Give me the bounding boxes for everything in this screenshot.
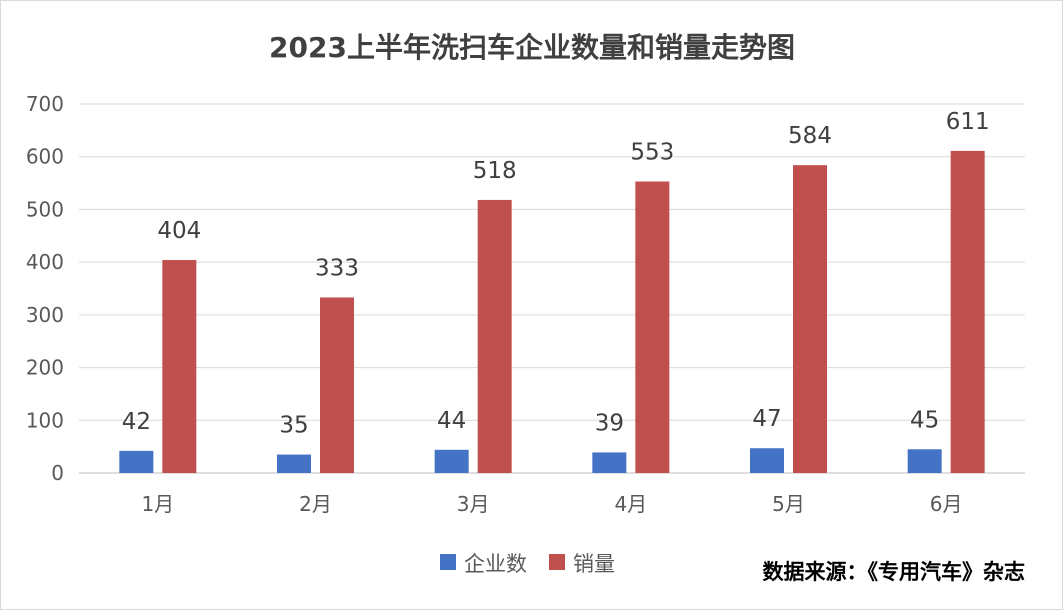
data-label-sales: 584: [788, 123, 832, 149]
data-label-sales: 518: [473, 158, 517, 184]
data-label-enterprise-count: 42: [122, 409, 151, 435]
data-label-enterprise-count: 39: [595, 410, 624, 436]
data-label-enterprise-count: 44: [437, 408, 466, 434]
data-label-enterprise-count: 45: [910, 407, 939, 433]
y-tick-label: 0: [51, 461, 64, 485]
bar-enterprise-count: [434, 449, 469, 473]
x-tick-label: 1月: [141, 492, 174, 516]
bar-enterprise-count: [750, 448, 784, 473]
legend-label-sales: 销量: [573, 552, 615, 576]
data-label-enterprise-count: 35: [279, 413, 308, 439]
x-tick-label: 2月: [299, 492, 332, 516]
bar-sales: [162, 260, 197, 473]
data-label-sales: 333: [315, 255, 359, 281]
y-tick-label: 600: [26, 145, 64, 169]
legend: 企业数 销量: [440, 552, 615, 576]
y-tick-label: 500: [26, 197, 64, 221]
x-tick-label: 4月: [614, 492, 647, 516]
chart-title: 2023上半年洗扫车企业数量和销量走势图: [269, 31, 795, 64]
y-tick-label: 200: [26, 356, 64, 380]
bar-sales: [950, 150, 985, 473]
x-tick-label: 3月: [457, 492, 490, 516]
data-label-sales: 611: [946, 109, 990, 135]
data-label-sales: 404: [157, 218, 201, 244]
data-label-sales: 553: [630, 139, 674, 165]
gridlines: [79, 103, 1025, 474]
y-axis-ticks: 0 100 200 300 400 500 600 700: [26, 92, 64, 485]
y-tick-label: 400: [26, 250, 64, 274]
y-tick-label: 300: [26, 303, 64, 327]
legend-label-enterprise-count: 企业数: [464, 552, 527, 576]
bar-sales: [320, 297, 354, 473]
bar-enterprise-count: [277, 454, 311, 473]
bars: [119, 150, 985, 474]
x-tick-label: 5月: [772, 492, 805, 516]
source-note: 数据来源：《专用汽车》杂志: [763, 559, 1026, 584]
bar-sales: [635, 181, 670, 474]
legend-swatch-enterprise-count: [440, 554, 456, 570]
legend-swatch-sales: [549, 554, 565, 570]
y-tick-label: 100: [26, 408, 64, 432]
bar-sales: [793, 165, 827, 474]
y-tick-label: 700: [26, 92, 64, 116]
bar-enterprise-count: [119, 450, 154, 473]
data-label-enterprise-count: 47: [752, 406, 781, 432]
x-axis-ticks: 1月 2月 3月 4月 5月 6月: [141, 492, 962, 516]
bar-enterprise-count: [907, 449, 942, 473]
data-labels: 42 404 35 333 44 518 39 553 47 584 45 611: [122, 109, 990, 439]
bar-sales: [477, 199, 512, 473]
bar-enterprise-count: [592, 452, 627, 473]
x-tick-label: 6月: [930, 492, 963, 516]
